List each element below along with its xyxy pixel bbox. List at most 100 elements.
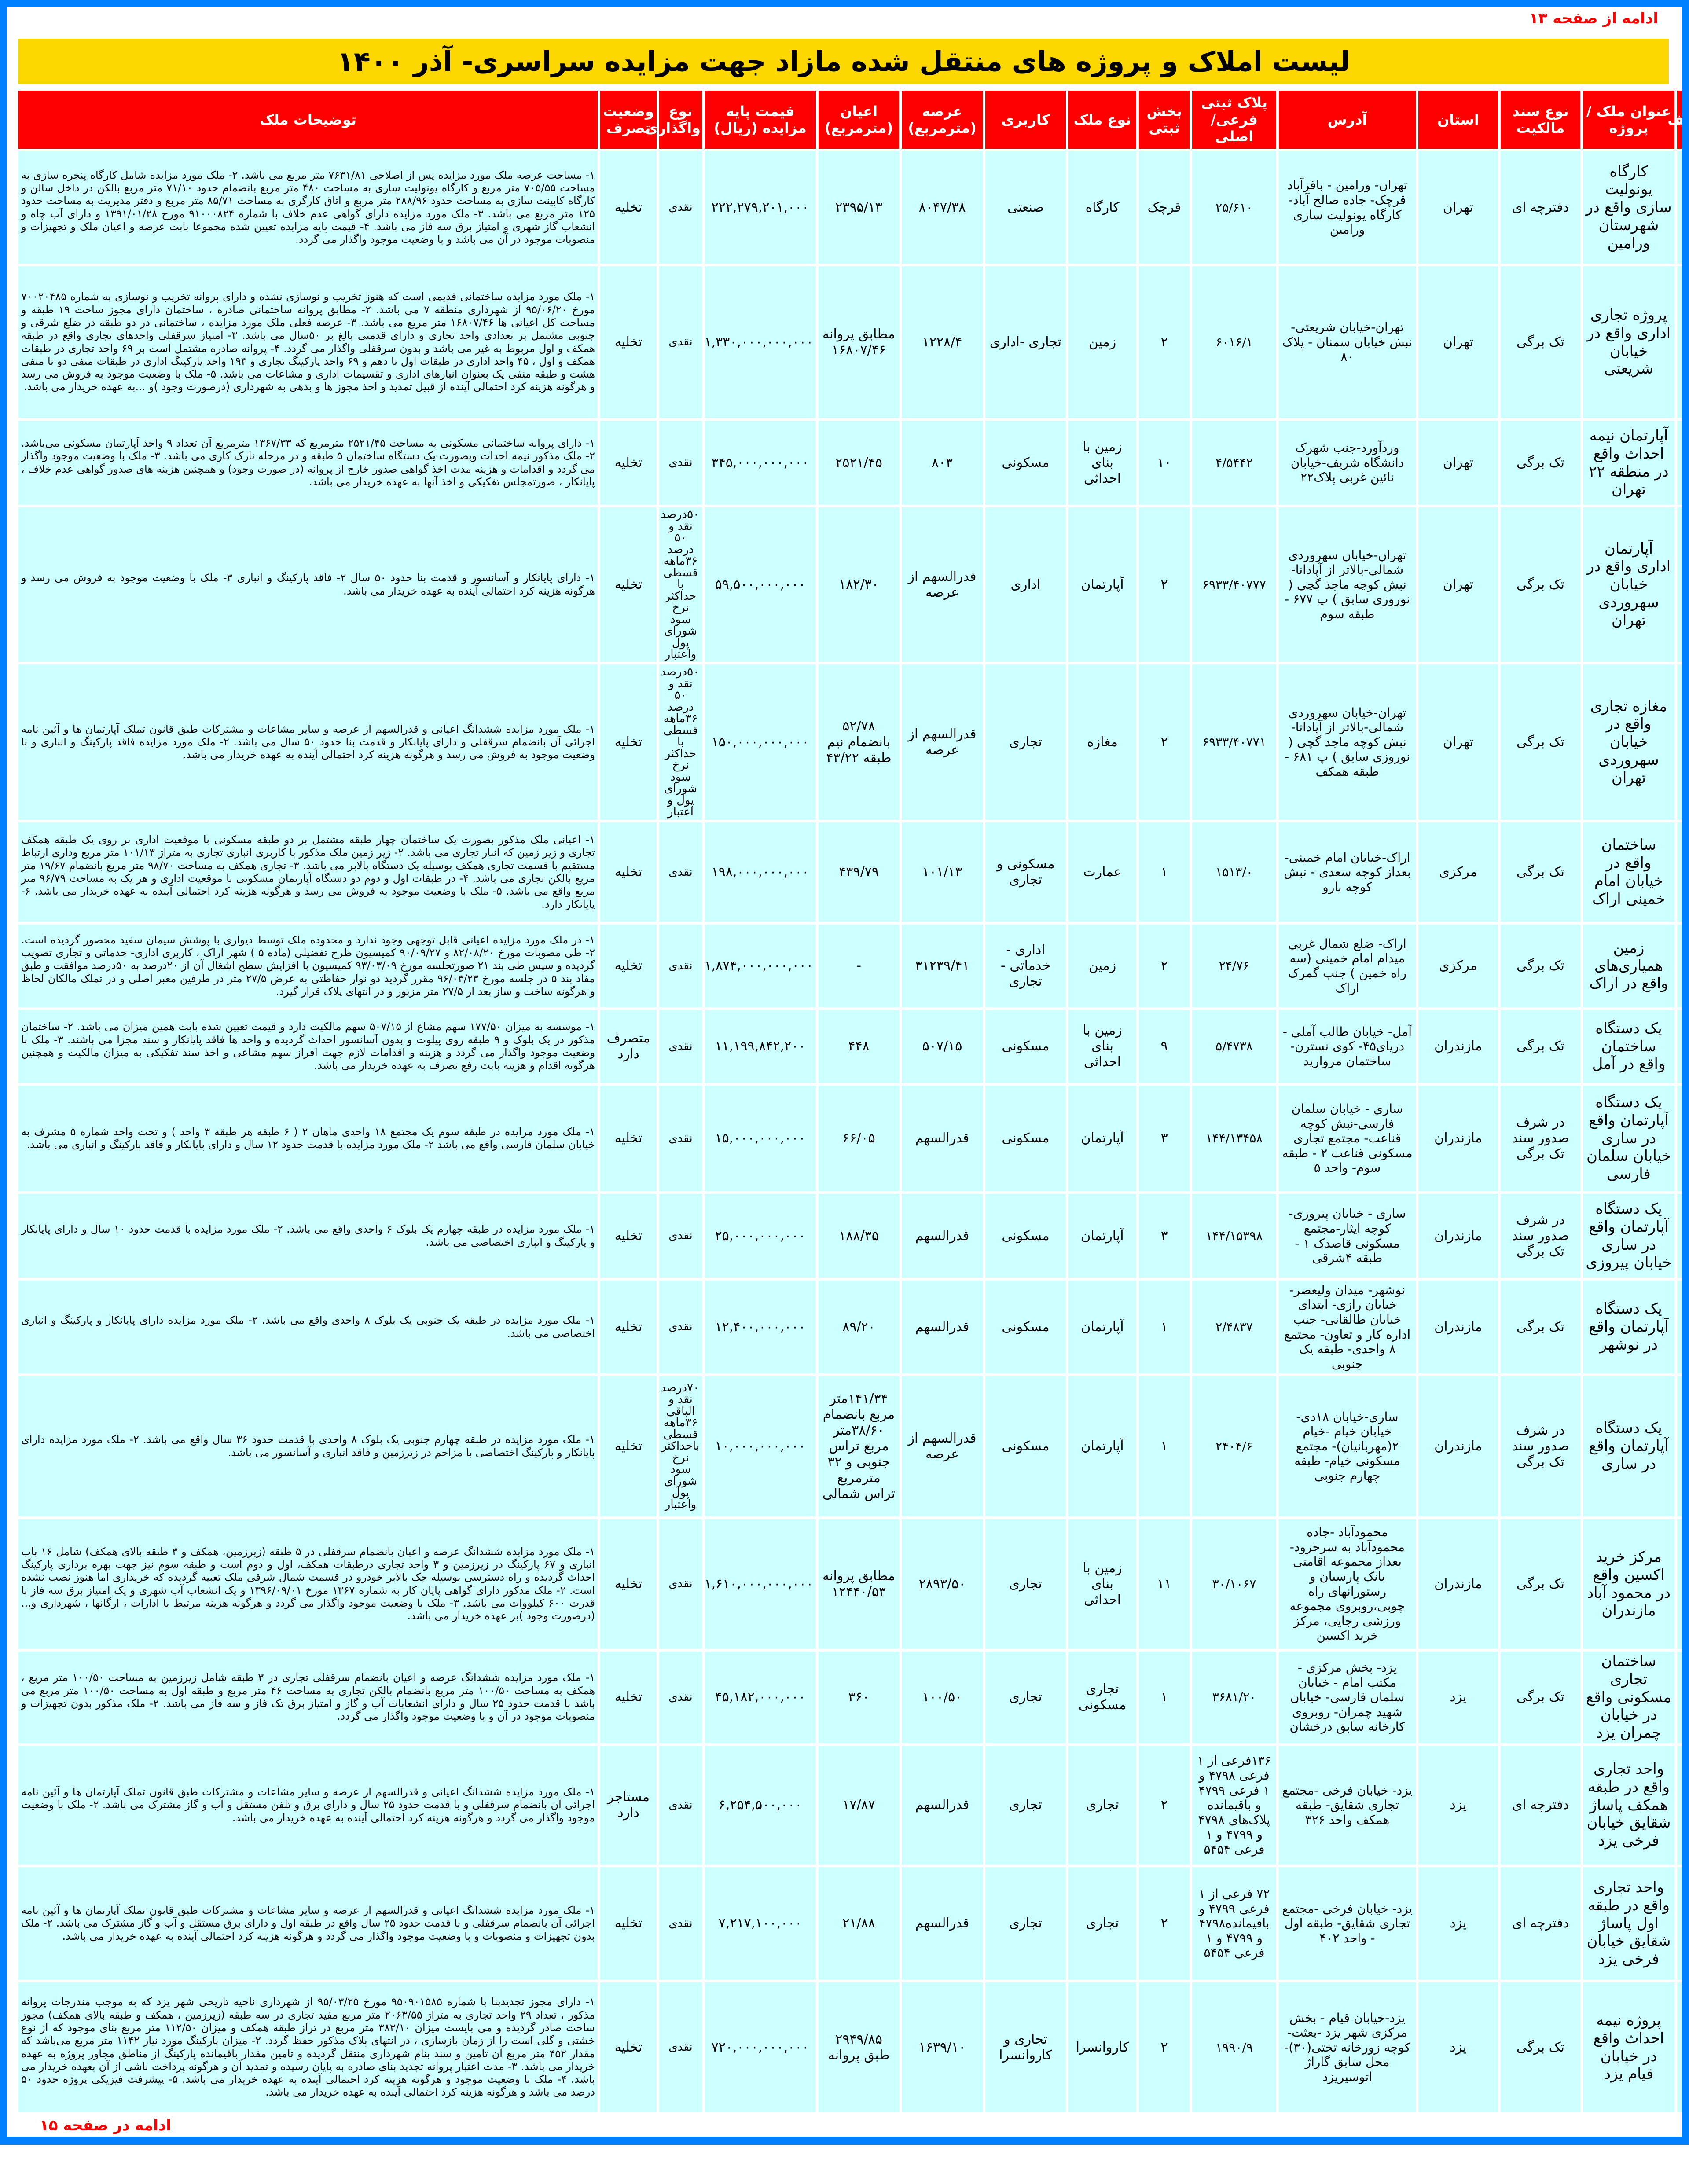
col-land-area-cell: ۱۲۲۸/۴ (902, 266, 983, 418)
col-description-cell: ۱- ملک مورد مزایده ساختمانی قدیمی است که… (18, 266, 598, 418)
col-payment-type-cell: نقدی (659, 925, 702, 1007)
col-land-area-cell: ۲۸۹۳/۵۰ (902, 1519, 983, 1649)
col-province-cell: مازندران (1418, 1086, 1498, 1191)
col-building-area-cell: ۳۶۰ (819, 1652, 899, 1743)
col-registry-section-cell: ۱ (1139, 1376, 1190, 1516)
col-address-cell: ساری - خیابان پیروزی- کوچه ایثار-مجتمع م… (1279, 1194, 1416, 1278)
col-address-cell: تهران- ورامین - باقرآباد قرچک- جاده صالح… (1279, 151, 1416, 264)
col-province-cell: مازندران (1418, 1194, 1498, 1278)
col-description-cell: ۱- ملک مورد مزایده ششدانگ اعیانی و قدرال… (18, 1746, 598, 1865)
col-land-area-cell: قدرالسهم از عرصه (902, 1376, 983, 1516)
col-land-area-cell: ۳۱۲۳۹/۴۱ (902, 925, 983, 1007)
col-usage-cell: صنعتی (985, 151, 1066, 264)
col-base-price-cell: ۲۲۲,۲۷۹,۲۰۱,۰۰۰ (705, 151, 816, 264)
col-payment-type-cell: نقدی (659, 1281, 702, 1373)
col-land-area-cell: قدرالسهم (902, 1746, 983, 1865)
table-row: ۱۷یک دستگاه آپارتمان واقع در ساری خیابان… (18, 1086, 1689, 1191)
col-address-cell: ساری-خیابان ۱۸دی- خیابان خیام -خیام ۲(مه… (1279, 1376, 1416, 1516)
col-radif-cell: ۱۸ (1677, 1194, 1689, 1278)
col-province-cell: مازندران (1418, 1519, 1498, 1649)
table-row: ۲۴واحد تجاری واقع در طبقه اول پاساژ شقای… (18, 1867, 1689, 1980)
col-payment-type-cell: ۵۰درصد نقد و ۵۰ درصد ۳۶ماهه قسطی با حداک… (659, 507, 702, 662)
col-property-type-header: نوع ملک (1068, 91, 1136, 149)
col-description-cell: ۱- دارای پروانه ساختمانی مسکونی به مساحت… (18, 421, 598, 505)
col-usage-cell: مسکونی (985, 1281, 1066, 1373)
col-address-cell: آمل- خیابان طالب آملی - دریای۴۵- کوی نست… (1279, 1010, 1416, 1083)
col-description-header: توضیحات ملک (18, 91, 598, 149)
col-usage-cell: تجاری (985, 664, 1066, 820)
col-usage-cell: تجاری (985, 1746, 1066, 1865)
col-land-area-header: عرصه (مترمربع) (902, 91, 983, 149)
col-address-cell: یزد-خیابان قیام - بخش مرکزی شهر یزد -بعث… (1279, 1982, 1416, 2112)
continued-on-note-wrap: ادامه در صفحه ۱۵ (0, 2115, 1689, 2145)
col-address-header: آدرس (1279, 91, 1416, 149)
col-occupancy-cell: تخلیه (600, 1867, 657, 1980)
col-property-type-cell: آپارتمان (1068, 1376, 1136, 1516)
col-building-area-cell: مطابق پروانه ۱۶۸۰۷/۴۶ (819, 266, 899, 418)
table-row: ۲۲ساختمان تجاری مسکونی واقع در خیابان چم… (18, 1652, 1689, 1743)
col-registry-section-cell: ۲ (1139, 266, 1190, 418)
col-land-area-cell: ۱۰۰/۵۰ (902, 1652, 983, 1743)
col-plaque-cell: ۶۰۱۶/۱ (1192, 266, 1276, 418)
col-radif-cell: ۱۷ (1677, 1086, 1689, 1191)
col-occupancy-cell: تخلیه (600, 1376, 657, 1516)
col-province-cell: تهران (1418, 266, 1498, 418)
col-province-cell: مرکزی (1418, 925, 1498, 1007)
col-base-price-cell: ۳۴۵,۰۰۰,۰۰۰,۰۰۰ (705, 421, 816, 505)
col-address-cell: تهران-خیابان شریعتی- نبش خیابان سمنان - … (1279, 266, 1416, 418)
col-description-cell: ۱- ملک مورد مزایده ششدانگ عرصه و اعیان ب… (18, 1652, 598, 1743)
col-building-area-cell: مطابق پروانه ۱۲۴۴۰/۵۳ (819, 1519, 899, 1649)
col-payment-type-cell: ۷۰درصد نقد و الباقی ۳۶ماهه قسطی باحداکثر… (659, 1376, 702, 1516)
col-registry-section-cell: ۳ (1139, 1194, 1190, 1278)
col-deed-type-cell: در شرف صدور سند تک برگی (1501, 1194, 1580, 1278)
col-deed-type-cell: در شرف صدور سند تک برگی (1501, 1086, 1580, 1191)
col-radif-cell: ۱۳ (1677, 664, 1689, 820)
col-payment-type-cell: نقدی (659, 1982, 702, 2112)
col-usage-cell: تجاری و کاروانسرا (985, 1982, 1066, 2112)
col-payment-type-cell: نقدی (659, 1867, 702, 1980)
col-occupancy-cell: تخلیه (600, 151, 657, 264)
col-usage-cell: اداری (985, 507, 1066, 662)
col-usage-cell: مسکونی (985, 1376, 1066, 1516)
col-description-cell: ۱- ملک مورد مزایده در طبقه سوم یک مجتمع … (18, 1086, 598, 1191)
col-occupancy-cell: مستاجر دارد (600, 1746, 657, 1865)
col-occupancy-cell: تخلیه (600, 1281, 657, 1373)
col-property-type-cell: تجاری (1068, 1746, 1136, 1865)
col-property-type-cell: آپارتمان (1068, 507, 1136, 662)
col-address-cell: یزد- خیابان فرخی -مجتمع تجاری شقایق- طبق… (1279, 1746, 1416, 1865)
col-building-area-cell: - (819, 925, 899, 1007)
col-usage-cell: مسکونی (985, 1010, 1066, 1083)
col-registry-section-cell: ۱ (1139, 822, 1190, 922)
table-row: ۱۳مغازه تجاری واقع در خیابان سهروردی تهر… (18, 664, 1689, 820)
col-deed-type-cell: دفترچه ای (1501, 1746, 1580, 1865)
col-title-cell: پروژه تجاری اداری واقع در خیابان شریعتی (1583, 266, 1674, 418)
col-base-price-cell: ۱۲,۴۰۰,۰۰۰,۰۰۰ (705, 1281, 816, 1373)
col-province-cell: تهران (1418, 664, 1498, 820)
col-property-type-cell: تجاری مسکونی (1068, 1652, 1136, 1743)
col-province-header: استان (1418, 91, 1498, 149)
table-row: ۱۱آپارتمان نیمه احداث واقع در منطقه ۲۲ ت… (18, 421, 1689, 505)
col-address-cell: اراک-خیابان امام خمینی- بعداز کوچه سعدی … (1279, 822, 1416, 922)
col-province-cell: مازندران (1418, 1281, 1498, 1373)
col-deed-type-cell: تک برگی (1501, 1982, 1580, 2112)
col-property-type-cell: زمین با بنای احداثی (1068, 1010, 1136, 1083)
col-province-cell: تهران (1418, 151, 1498, 264)
col-payment-type-cell: نقدی (659, 1010, 702, 1083)
col-address-cell: محمودآباد -جاده محمودآباد به سرخرود-بعدا… (1279, 1519, 1416, 1649)
col-radif-cell: ۱۲ (1677, 507, 1689, 662)
col-deed-type-cell: تک برگی (1501, 925, 1580, 1007)
col-occupancy-cell: تخلیه (600, 1519, 657, 1649)
col-base-price-cell: ۱۵۰,۰۰۰,۰۰۰,۰۰۰ (705, 664, 816, 820)
col-building-area-cell: ۴۳۹/۷۹ (819, 822, 899, 922)
col-plaque-cell: ۱۵۱۳/۰ (1192, 822, 1276, 922)
col-base-price-cell: ۱۹۸,۰۰۰,۰۰۰,۰۰۰ (705, 822, 816, 922)
col-property-type-cell: عمارت (1068, 822, 1136, 922)
col-registry-section-cell: ۳ (1139, 1086, 1190, 1191)
col-registry-section-cell: ۲ (1139, 1746, 1190, 1865)
col-usage-cell: اداری - خدماتی - تجاری (985, 925, 1066, 1007)
col-title-cell: یک دستگاه آپارتمان واقع در ساری خیابان پ… (1583, 1194, 1674, 1278)
col-occupancy-cell: تخلیه (600, 421, 657, 505)
col-building-area-header: اعیان (مترمربع) (819, 91, 899, 149)
